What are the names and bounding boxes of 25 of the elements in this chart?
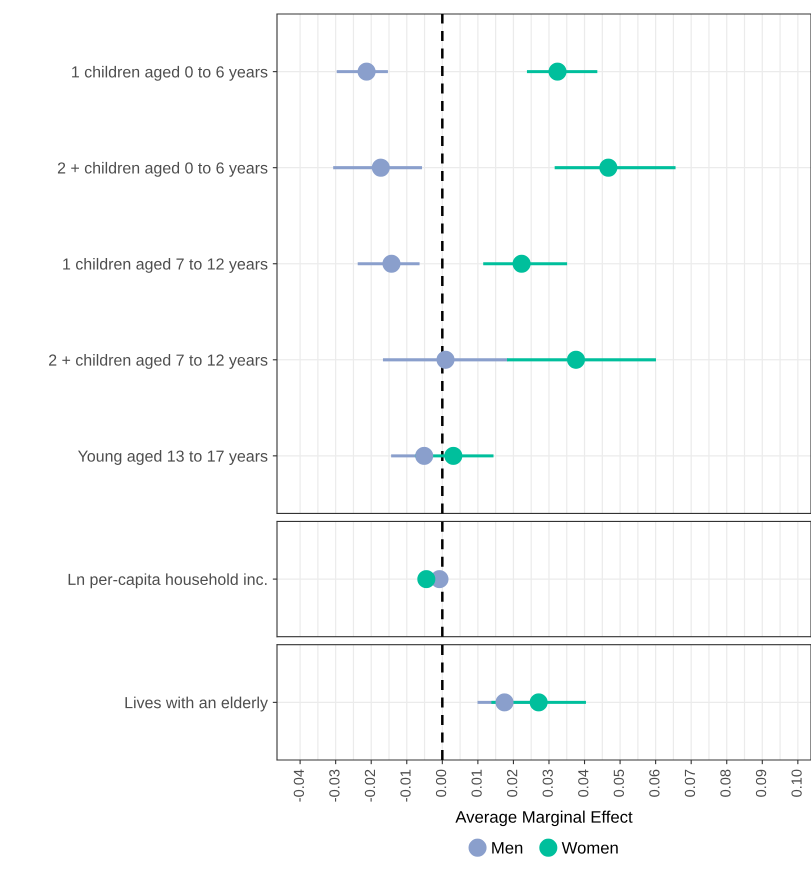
y-tick-label: 2 + children aged 7 to 12 years — [49, 354, 268, 369]
x-tick-label: 0.09 — [756, 770, 766, 797]
x-tick-label: 0.05 — [614, 770, 624, 797]
y-tick-label: Young aged 13 to 17 years — [78, 450, 268, 465]
legend-label: Men — [492, 842, 522, 854]
x-tick-label: -0.02 — [364, 770, 376, 802]
y-tick-label: Lives with an elderly — [125, 696, 268, 712]
x-tick-label: 0.01 — [471, 770, 482, 797]
y-tick-label: Ln per-capita household inc. — [68, 573, 267, 588]
x-tick-label: -0.01 — [400, 770, 411, 802]
x-tick-label: 0.04 — [578, 769, 588, 797]
x-tick-label: 0.08 — [720, 770, 731, 797]
x-tick-label: -0.04 — [294, 769, 304, 802]
x-axis-title: Average Marginal Effect — [455, 810, 633, 826]
x-tick-label: 0.00 — [436, 770, 446, 797]
x-tick-label: 0.03 — [542, 770, 553, 797]
y-tick-label: 2 + children aged 0 to 6 years — [58, 162, 268, 177]
legend-label: Women — [562, 842, 618, 854]
x-tick-label: 0.02 — [507, 770, 518, 797]
x-tick-label: 0.07 — [684, 770, 696, 797]
y-tick-label: 1 children aged 0 to 6 years — [72, 66, 268, 81]
y-tick-label: 1 children aged 7 to 12 years — [63, 258, 268, 273]
x-tick-label: 0.10 — [791, 770, 802, 797]
x-tick-label: 0.06 — [649, 770, 660, 797]
x-tick-label: -0.03 — [329, 770, 340, 802]
